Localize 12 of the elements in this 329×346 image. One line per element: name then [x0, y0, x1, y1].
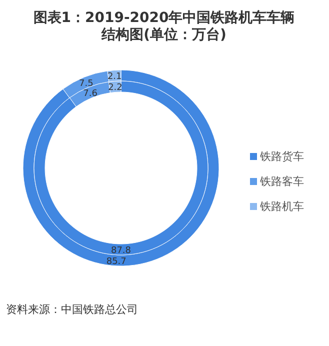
data-label: 2.1: [107, 72, 122, 82]
legend-label: 铁路机车: [259, 200, 304, 213]
data-label: 7.5: [79, 78, 94, 89]
legend-label: 铁路客车: [259, 175, 304, 188]
data-label: 7.6: [83, 89, 98, 100]
chart-title: 图表1：2019-2020年中国铁路机车车辆结构图(单位：万台): [33, 9, 295, 43]
legend-label: 铁路货车: [259, 150, 304, 163]
data-label: 87.8: [110, 246, 132, 256]
text: 资料来源：中国铁路总公司: [6, 303, 138, 316]
data-label: 2.2: [108, 83, 122, 94]
donut-slice: [22, 70, 220, 266]
data-label: 85.7: [106, 256, 126, 267]
